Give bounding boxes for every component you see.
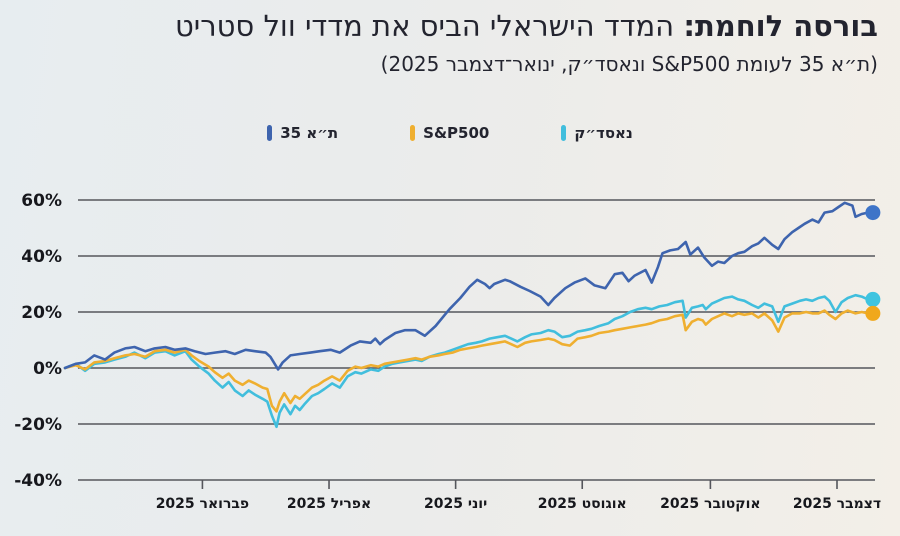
y-axis-label: 40% — [21, 247, 62, 267]
y-axis-label: -20% — [14, 415, 62, 435]
x-axis-label: אפריל 2025 — [287, 496, 371, 512]
x-axis-label: אוקטובר 2025 — [660, 496, 760, 512]
series-end-dot-ta35 — [865, 205, 881, 221]
page-title: בורסה לוחמת: המדד הישראלי הביס את מדדי ו… — [20, 8, 878, 46]
page-title-rest: המדד הישראלי הביס את מדדי וול סטריט — [174, 9, 684, 43]
x-axis-label: דצמבר 2025 — [793, 496, 881, 512]
legend-item-nasdaq: נאסד״ק — [561, 124, 633, 142]
chart-legend: ת״א 35 S&P500 נאסד״ק — [0, 124, 900, 142]
legend-label-nasdaq: נאסד״ק — [574, 124, 633, 142]
y-axis-label: 0% — [33, 359, 62, 379]
legend-marker-nasdaq — [561, 125, 567, 141]
series-line-nasdaq — [63, 293, 870, 429]
legend-marker-sp500 — [410, 125, 416, 141]
legend-label-ta35: ת״א 35 — [280, 124, 339, 142]
legend-item-ta35: ת״א 35 — [267, 124, 338, 142]
page-subtitle: (ת״א 35 לעומת S&P500 ונאסד״ק, ינואר־דצמב… — [380, 51, 878, 76]
page-title-lead: בורסה לוחמת: — [683, 9, 878, 43]
series-end-dot-sp500 — [865, 305, 881, 321]
y-axis-label: -40% — [14, 471, 62, 491]
y-axis-label: 60% — [21, 191, 62, 211]
series-line-sp500 — [63, 309, 870, 413]
x-axis-label: יוני 2025 — [424, 496, 487, 512]
performance-line-chart: 60% 40% 20% 0% -20% -40% פברואר 2025 אפריל 2025… — [14, 191, 881, 512]
legend-label-sp500: S&P500 — [423, 124, 490, 142]
series-end-dot-nasdaq — [865, 291, 881, 307]
x-axis-label: אוגוסט 2025 — [538, 496, 627, 512]
series-line-ta35 — [63, 201, 870, 371]
y-axis-label: 20% — [21, 303, 62, 323]
legend-item-sp500: S&P500 — [410, 124, 489, 142]
chart-header: בורסה לוחמת: המדד הישראלי הביס את מדדי ו… — [20, 8, 878, 76]
x-axis-label: פברואר 2025 — [156, 496, 249, 512]
legend-marker-ta35 — [267, 125, 273, 141]
